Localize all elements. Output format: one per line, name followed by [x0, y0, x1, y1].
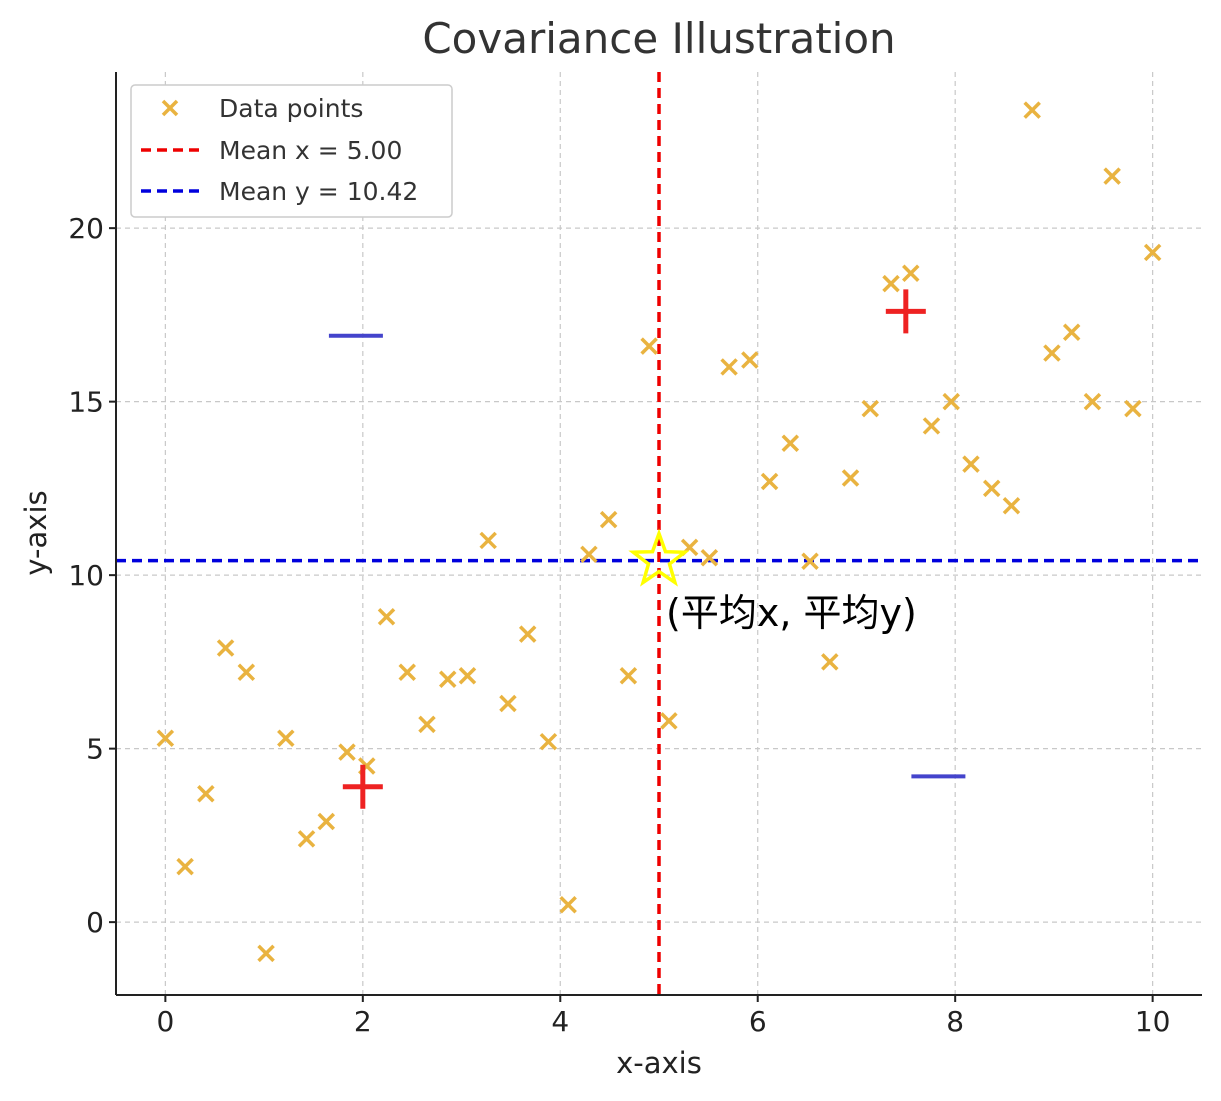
data-point: [559, 896, 577, 914]
legend-label-mean-y: Mean y = 10.42: [219, 177, 418, 206]
data-point: [377, 608, 396, 626]
data-point: [1062, 323, 1081, 341]
y-tick-label: 0: [86, 906, 104, 939]
data-point: [1023, 101, 1041, 119]
data-point: [257, 944, 275, 963]
data-point: [539, 732, 558, 751]
reference-lines: [116, 72, 1202, 995]
data-point: [1124, 399, 1142, 418]
data-point: [297, 830, 316, 848]
data-point: [156, 729, 175, 747]
ticks: 0 2 4 6 8 10 0 5 10 15 20: [68, 212, 1170, 1038]
y-axis-label: y-axis: [19, 490, 53, 575]
x-tick-label: 6: [749, 1005, 767, 1038]
data-point: [1103, 167, 1121, 185]
axes: [115, 72, 1202, 996]
legend-marker-points: [161, 99, 179, 117]
data-point: [619, 667, 638, 685]
x-axis-label: x-axis: [616, 1046, 702, 1080]
quadrant-signs: [328, 289, 966, 809]
data-point: [660, 712, 678, 730]
legend-label-points: Data points: [219, 94, 363, 123]
data-point: [1002, 497, 1021, 515]
legend: Data points Mean x = 5.00 Mean y = 10.42: [130, 84, 453, 218]
data-point: [197, 785, 215, 803]
y-tick-label: 20: [68, 212, 104, 245]
data-point: [1043, 344, 1061, 362]
mean-star-icon: [628, 528, 690, 587]
legend-frame: [130, 84, 453, 218]
data-point: [458, 667, 477, 685]
data-point: [801, 552, 819, 570]
plus-sign: [885, 289, 926, 334]
y-tick-label: 10: [68, 559, 104, 592]
legend-label-mean-x: Mean x = 5.00: [219, 136, 402, 165]
data-point: [962, 455, 980, 473]
chart-title: Covariance Illustration: [422, 14, 895, 63]
data-point: [1143, 243, 1162, 262]
x-tick-label: 0: [156, 1005, 174, 1038]
data-point: [700, 549, 719, 567]
data-point: [922, 417, 941, 435]
data-point: [781, 434, 800, 453]
data-point: [760, 472, 779, 491]
x-tick-label: 8: [946, 1005, 964, 1038]
data-point: [216, 639, 235, 657]
data-point: [982, 479, 1001, 498]
data-points: [156, 101, 1162, 963]
data-point: [841, 469, 860, 487]
mean-point: [628, 528, 690, 587]
data-point: [499, 694, 517, 713]
data-point: [237, 663, 256, 682]
data-point: [720, 358, 738, 376]
data-point: [861, 399, 880, 418]
x-tick-label: 4: [551, 1005, 569, 1038]
mean-point-annotation: (平均x, 平均y): [666, 591, 917, 635]
data-point: [640, 337, 658, 355]
data-point: [599, 510, 618, 529]
data-point: [438, 670, 457, 688]
y-tick-label: 5: [86, 733, 104, 766]
data-point: [580, 545, 598, 564]
data-point: [518, 625, 537, 643]
data-point: [942, 392, 960, 411]
data-point: [317, 812, 336, 831]
y-tick-label: 15: [68, 386, 104, 419]
data-point: [1083, 392, 1102, 411]
data-point: [821, 653, 839, 671]
x-tick-label: 10: [1135, 1005, 1171, 1038]
data-point: [902, 264, 920, 282]
plus-sign: [342, 764, 383, 809]
data-point: [338, 743, 356, 761]
data-point: [741, 351, 759, 369]
data-point: [398, 663, 416, 682]
data-point: [176, 857, 194, 876]
data-point: [882, 274, 900, 293]
data-point: [418, 715, 436, 734]
data-point: [277, 729, 295, 747]
x-tick-label: 2: [354, 1005, 372, 1038]
data-point: [479, 531, 497, 550]
